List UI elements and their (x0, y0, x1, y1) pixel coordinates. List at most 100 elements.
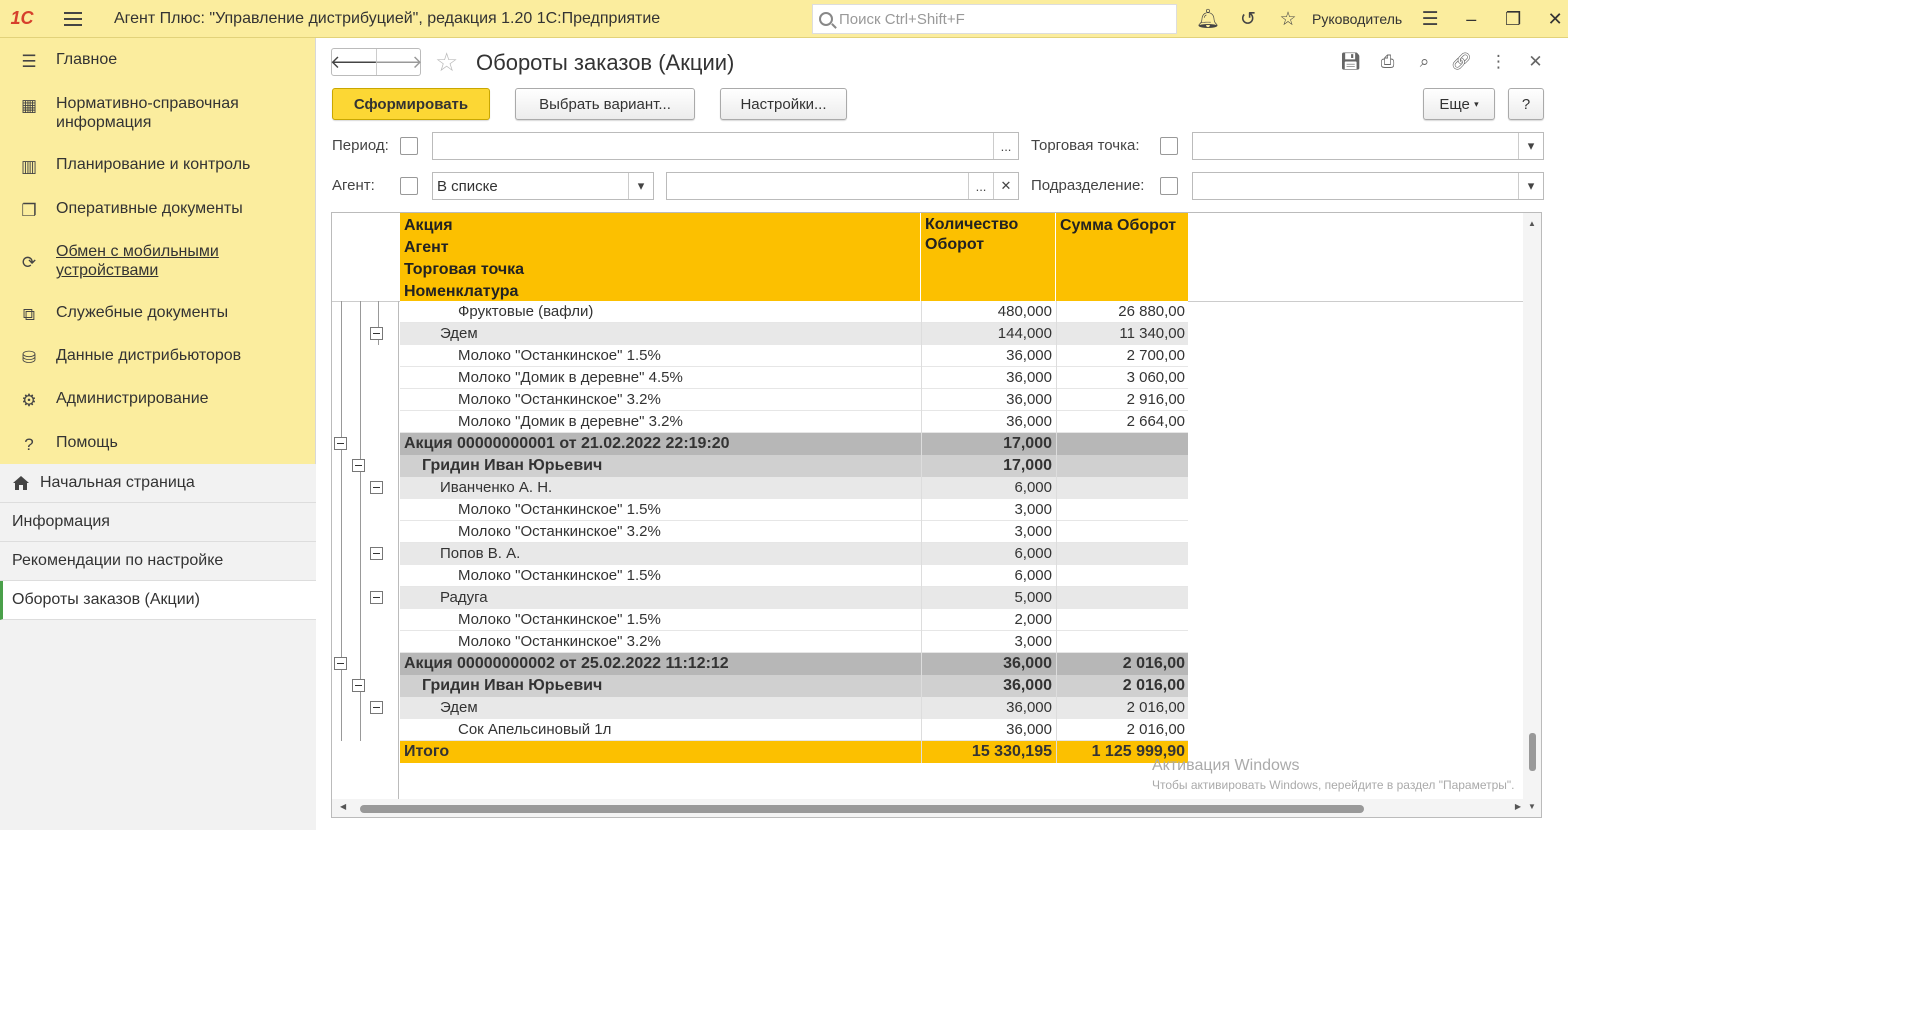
table-row-product[interactable]: Молоко "Останкинское" 3.2% 3,000 (400, 631, 1188, 653)
more-vertical-icon[interactable]: ⋮ (1490, 52, 1507, 71)
print-icon[interactable]: ⎙ (1380, 52, 1395, 71)
back-arrow-icon[interactable]: 🡐 (329, 51, 379, 72)
table-row-outlet[interactable]: Иванченко А. Н. 6,000 (400, 477, 1188, 499)
vertical-scrollbar[interactable]: ▲ ▼ (1523, 213, 1541, 817)
agent-mode-select[interactable]: В списке ▾ (432, 172, 654, 200)
search-input[interactable]: Поиск Ctrl+Shift+F (812, 4, 1177, 34)
sidebar-item-service-docs[interactable]: ⧉ Служебные документы (0, 303, 228, 326)
cell-qty: 36,000 (921, 675, 1055, 697)
sidebar-item-operational[interactable]: ❐ Оперативные документы (0, 199, 242, 222)
favorites-star-icon[interactable]: ☆ (1279, 8, 1297, 30)
cell-qty: 5,000 (921, 587, 1055, 609)
save-icon[interactable]: 💾︎ (1339, 52, 1362, 71)
period-checkbox[interactable] (400, 137, 418, 155)
window-item-label: Рекомендации по настройке (12, 552, 224, 569)
agent-mode-dropdown-icon[interactable]: ▾ (628, 173, 653, 199)
collapse-toggle-icon[interactable] (352, 459, 365, 472)
table-row-product[interactable]: Молоко "Домик в деревне" 4.5% 36,000 3 060… (400, 367, 1188, 389)
sidebar-item-planning[interactable]: ▥ Планирование и контроль (0, 155, 250, 178)
division-dropdown-icon[interactable]: ▾ (1518, 173, 1543, 199)
history-icon[interactable]: ↺ (1240, 8, 1256, 30)
window-item-orders-report[interactable]: Обороты заказов (Акции) (0, 581, 316, 620)
table-row-agent[interactable]: Гридин Иван Юрьевич 17,000 (400, 455, 1188, 477)
sidebar-item-main[interactable]: ☰ Главное (0, 50, 117, 73)
horizontal-scrollbar[interactable]: ◀ ▶ (332, 799, 1525, 817)
table-row-outlet[interactable]: Эдем 144,000 11 340,00 (400, 323, 1188, 345)
table-row-outlet[interactable]: Радуга 5,000 (400, 587, 1188, 609)
horizontal-scroll-thumb[interactable] (360, 805, 1364, 813)
close-form-icon[interactable]: ✕ (1528, 52, 1543, 71)
grid-icon: ▦ (20, 96, 38, 115)
table-row-agent[interactable]: Гридин Иван Юрьевич 36,000 2 016,00 (400, 675, 1188, 697)
settings-menu-icon[interactable]: ☰ (1421, 8, 1439, 30)
collapse-toggle-icon[interactable] (370, 327, 383, 340)
more-button[interactable]: Еще ▾ (1423, 88, 1495, 120)
table-row-product[interactable]: Молоко "Останкинское" 1.5% 2,000 (400, 609, 1188, 631)
table-row-promo[interactable]: Акция 00000000001 от 21.02.2022 22:19:20… (400, 433, 1188, 455)
sidebar-item-distributors[interactable]: ⛁ Данные дистрибьюторов (0, 346, 241, 369)
outlet-dropdown-icon[interactable]: ▾ (1518, 133, 1543, 159)
sidebar-item-admin[interactable]: ⚙ Администрирование (0, 389, 208, 412)
collapse-toggle-icon[interactable] (352, 679, 365, 692)
preview-icon[interactable]: ⌕ (1419, 52, 1430, 71)
division-checkbox[interactable] (1160, 177, 1178, 195)
bell-icon[interactable]: 🔔︎ (1195, 9, 1221, 30)
vertical-scroll-thumb[interactable] (1529, 733, 1536, 771)
table-row-promo[interactable]: Акция 00000000002 от 25.02.2022 11:12:12… (400, 653, 1188, 675)
division-field[interactable]: ▾ (1192, 172, 1544, 200)
current-user[interactable]: Руководитель (1312, 11, 1403, 27)
forward-arrow-icon[interactable]: 🡒 (374, 49, 423, 75)
restore-button[interactable]: ❐ (1505, 8, 1522, 29)
scroll-up-icon[interactable]: ▲ (1528, 219, 1536, 228)
table-row-outlet[interactable]: Эдем 36,000 2 016,00 (400, 697, 1188, 719)
cell-name: Молоко "Домик в деревне" 4.5% (458, 369, 683, 386)
link-icon[interactable]: 🔗︎ (1450, 52, 1473, 71)
outlet-field[interactable]: ▾ (1192, 132, 1544, 160)
table-row-product[interactable]: Молоко "Домик в деревне" 3.2% 36,000 2 664… (400, 411, 1188, 433)
period-select-button[interactable]: ... (993, 133, 1018, 159)
agent-checkbox[interactable] (400, 177, 418, 195)
scroll-down-icon[interactable]: ▼ (1528, 802, 1536, 811)
scroll-right-icon[interactable]: ▶ (1514, 802, 1521, 811)
table-row-product[interactable]: Молоко "Останкинское" 1.5% 6,000 (400, 565, 1188, 587)
table-row-product[interactable]: Фруктовые (вафли) 480,000 26 880,00 (400, 301, 1188, 323)
table-row-product[interactable]: Молоко "Останкинское" 3.2% 3,000 (400, 521, 1188, 543)
help-button[interactable]: ? (1508, 88, 1544, 120)
table-row-outlet[interactable]: Попов В. А. 6,000 (400, 543, 1188, 565)
collapse-toggle-icon[interactable] (370, 701, 383, 714)
minimize-button[interactable]: – (1466, 8, 1477, 29)
cell-name: Попов В. А. (440, 545, 521, 562)
table-row-product[interactable]: Сок Апельсиновый 1л 36,000 2 016,00 (400, 719, 1188, 741)
cell-sum: 3 060,00 (1056, 367, 1188, 389)
main-menu-icon[interactable] (64, 0, 92, 38)
close-window-button[interactable]: ✕ (1547, 8, 1563, 29)
sidebar-item-mobile-exchange[interactable]: ⟳ Обмен с мобильными устройствами (0, 242, 256, 280)
collapse-toggle-icon[interactable] (334, 437, 347, 450)
scroll-left-icon[interactable]: ◀ (340, 802, 347, 811)
cell-name: Молоко "Останкинское" 1.5% (458, 347, 661, 364)
table-row-product[interactable]: Молоко "Останкинское" 3.2% 36,000 2 916,00 (400, 389, 1188, 411)
select-variant-button[interactable]: Выбрать вариант... (515, 88, 695, 120)
cell-sum: 2 916,00 (1056, 389, 1188, 411)
outlet-checkbox[interactable] (1160, 137, 1178, 155)
generate-button[interactable]: Сформировать (332, 88, 490, 120)
settings-button[interactable]: Настройки... (720, 88, 847, 120)
collapse-toggle-icon[interactable] (370, 481, 383, 494)
collapse-toggle-icon[interactable] (334, 657, 347, 670)
window-item-info[interactable]: Информация (0, 503, 316, 542)
agent-clear-icon[interactable]: ✕ (993, 173, 1018, 199)
sidebar-item-reference[interactable]: ▦ Нормативно-справочная информация (0, 94, 276, 132)
sidebar-item-label: Главное (56, 51, 118, 68)
collapse-toggle-icon[interactable] (370, 547, 383, 560)
window-item-recommendations[interactable]: Рекомендации по настройке (0, 542, 316, 581)
sidebar-item-help[interactable]: ? Помощь (0, 433, 118, 456)
collapse-toggle-icon[interactable] (370, 591, 383, 604)
table-row-product[interactable]: Молоко "Останкинское" 1.5% 36,000 2 700,00 (400, 345, 1188, 367)
report-spreadsheet[interactable]: Акция Агент Торговая точка Номенклатура … (331, 212, 1542, 818)
period-field[interactable]: ... (432, 132, 1019, 160)
window-item-home[interactable]: Начальная страница (0, 464, 316, 503)
agent-select-button[interactable]: ... (968, 173, 993, 199)
favorite-star-icon[interactable]: ☆ (435, 47, 459, 77)
agent-field[interactable]: ... ✕ (666, 172, 1019, 200)
table-row-product[interactable]: Молоко "Останкинское" 1.5% 3,000 (400, 499, 1188, 521)
